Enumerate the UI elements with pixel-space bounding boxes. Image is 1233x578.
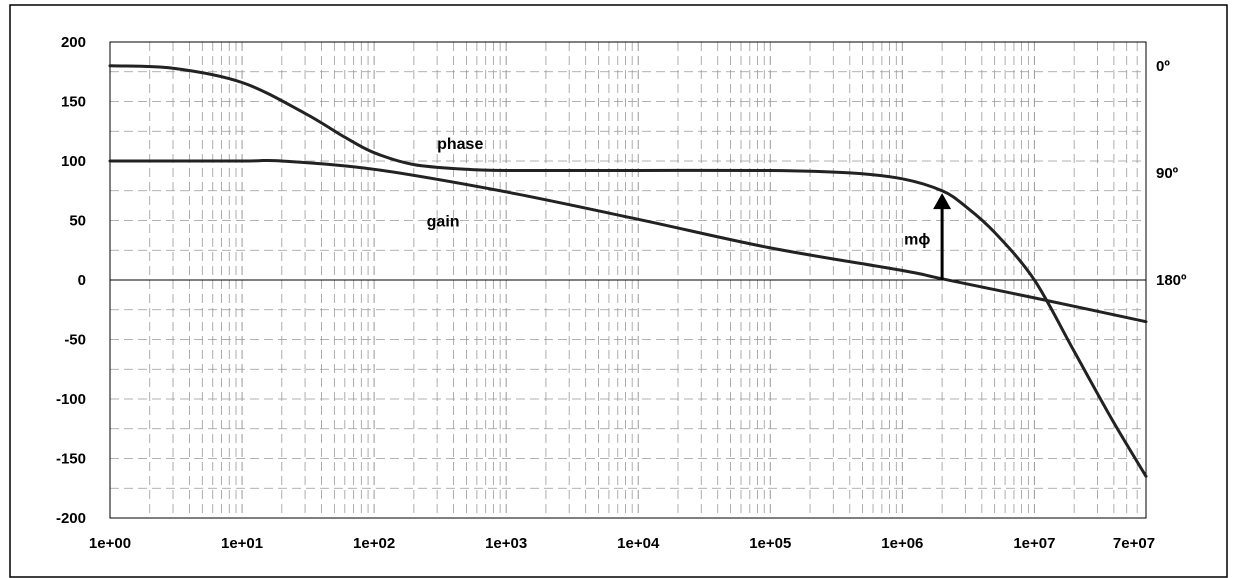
phase-margin-arrow-head	[933, 193, 952, 210]
y-tick-label: -200	[56, 510, 86, 527]
right-axis-label: 180º	[1156, 272, 1187, 289]
right-axis-label: 0º	[1156, 58, 1170, 75]
x-tick-label: 7e+07	[1113, 535, 1155, 552]
phase-curve	[108, 64, 1148, 478]
y-tick-labels: 200 150 100 50 0 -50 -100 -150 -200	[56, 34, 86, 527]
phase-curve-label: phase	[437, 136, 483, 153]
x-tick-label: 1e+00	[89, 535, 131, 552]
x-tick-label: 1e+06	[881, 535, 923, 552]
y-tick-label: 0	[78, 272, 86, 289]
gain-curve	[108, 158, 1148, 324]
x-tick-label: 1e+04	[617, 535, 660, 552]
outer-frame	[9, 4, 1228, 578]
y-tick-label: 50	[69, 213, 86, 230]
x-tick-label: 1e+05	[749, 535, 791, 552]
y-tick-label: 150	[61, 94, 86, 111]
x-tick-label: 1e+07	[1013, 535, 1055, 552]
x-tick-label: 1e+03	[485, 535, 527, 552]
y-tick-label: 100	[61, 153, 86, 170]
phase-margin-label: mϕ	[904, 231, 930, 248]
y-tick-label: -150	[56, 451, 86, 468]
annotations: phase gain mϕ	[427, 136, 952, 280]
series-layer	[108, 64, 1148, 478]
x-tick-label: 1e+02	[353, 535, 395, 552]
right-axis-labels: 0º 90º 180º	[1156, 58, 1187, 289]
x-tick-label: 1e+01	[221, 535, 263, 552]
y-tick-label: 200	[61, 34, 86, 51]
gain-curve-label: gain	[427, 213, 460, 230]
right-axis-label: 90º	[1156, 165, 1179, 182]
x-tick-labels: 1e+00 1e+01 1e+02 1e+03 1e+04 1e+05 1e+06 1e+07…	[89, 535, 1155, 552]
y-tick-label: -50	[64, 332, 86, 349]
y-tick-label: -100	[56, 391, 86, 408]
